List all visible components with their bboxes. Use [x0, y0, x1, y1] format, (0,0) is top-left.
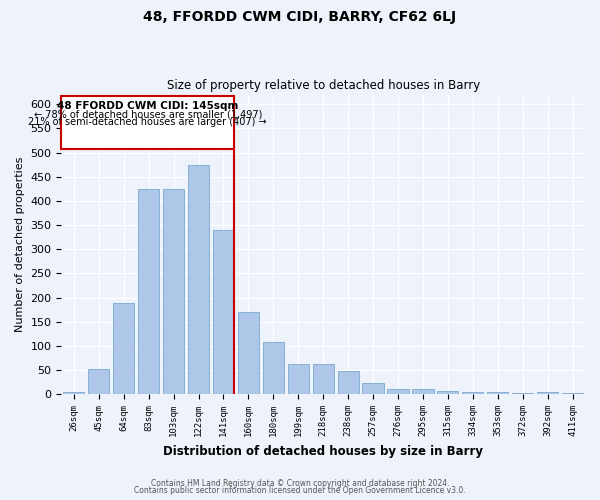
Title: Size of property relative to detached houses in Barry: Size of property relative to detached ho… [167, 79, 480, 92]
Bar [537, 392, 558, 394]
Text: ← 78% of detached houses are smaller (1,497): ← 78% of detached houses are smaller (1,… [34, 110, 262, 120]
Text: 48 FFORDD CWM CIDI: 145sqm: 48 FFORDD CWM CIDI: 145sqm [57, 101, 238, 111]
Bar [238, 312, 259, 394]
Bar [412, 390, 434, 394]
Bar [188, 164, 209, 394]
Bar [138, 189, 159, 394]
Bar [263, 342, 284, 394]
Text: 21% of semi-detached houses are larger (407) →: 21% of semi-detached houses are larger (… [28, 118, 267, 128]
Bar [63, 392, 85, 394]
Text: 48, FFORDD CWM CIDI, BARRY, CF62 6LJ: 48, FFORDD CWM CIDI, BARRY, CF62 6LJ [143, 10, 457, 24]
Bar [313, 364, 334, 394]
Bar [287, 364, 309, 394]
Bar [437, 391, 458, 394]
Bar [487, 392, 508, 394]
FancyBboxPatch shape [61, 96, 234, 148]
Bar [88, 369, 109, 394]
X-axis label: Distribution of detached houses by size in Barry: Distribution of detached houses by size … [163, 444, 483, 458]
Bar [462, 392, 484, 394]
Bar [163, 189, 184, 394]
Bar [338, 372, 359, 394]
Bar [213, 230, 234, 394]
Bar [562, 392, 583, 394]
Bar [512, 392, 533, 394]
Bar [113, 304, 134, 394]
Text: Contains HM Land Registry data © Crown copyright and database right 2024.: Contains HM Land Registry data © Crown c… [151, 478, 449, 488]
Bar [388, 390, 409, 394]
Y-axis label: Number of detached properties: Number of detached properties [15, 156, 25, 332]
Text: Contains public sector information licensed under the Open Government Licence v3: Contains public sector information licen… [134, 486, 466, 495]
Bar [362, 383, 383, 394]
